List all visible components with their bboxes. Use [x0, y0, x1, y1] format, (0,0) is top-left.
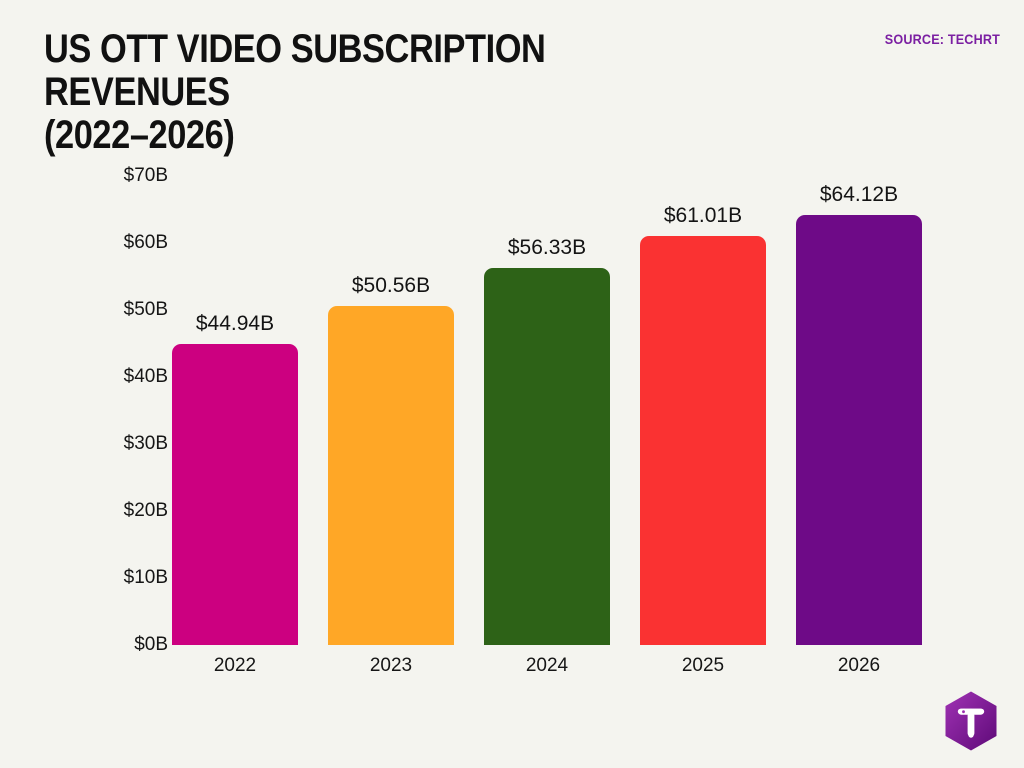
y-axis-tick: $20B	[123, 500, 168, 521]
y-axis: $0B $10B $20B $30B $40B $50B $60B $70B	[88, 0, 168, 768]
y-axis-tick: $10B	[123, 567, 168, 588]
x-axis-tick: 2025	[681, 655, 725, 676]
bar-2024[interactable]	[484, 267, 610, 645]
y-axis-tick: $60B	[123, 232, 168, 253]
x-axis-tick: 2026	[837, 655, 881, 676]
y-axis-tick: $0B	[134, 634, 168, 655]
x-axis-tick: 2022	[213, 655, 257, 676]
bar-value-label: $61.01B	[663, 204, 743, 228]
y-axis-tick: $30B	[123, 433, 168, 454]
x-axis-tick: 2024	[525, 655, 569, 676]
source-label: SOURCE: TECHRT	[884, 31, 1000, 47]
logo-letter-t-detail	[958, 708, 984, 737]
bar-value-label: $44.94B	[195, 311, 275, 335]
x-axis-tick: 2023	[369, 655, 413, 676]
y-axis-tick: $40B	[123, 366, 168, 387]
brand-logo	[942, 690, 1000, 752]
page-title: US OTT VIDEO SUBSCRIPTION REVENUES (2022…	[44, 27, 546, 158]
bar-value-label: $50.56B	[351, 274, 431, 298]
y-axis-tick: $50B	[123, 299, 168, 320]
bar-2023[interactable]	[328, 306, 454, 645]
bar-2025[interactable]	[640, 236, 766, 645]
bar-2022[interactable]	[172, 343, 298, 645]
bar-value-label: $64.12B	[819, 183, 899, 207]
bar-value-label: $56.33B	[507, 235, 587, 259]
y-axis-tick: $70B	[123, 165, 168, 186]
bar-2026[interactable]	[796, 215, 922, 645]
